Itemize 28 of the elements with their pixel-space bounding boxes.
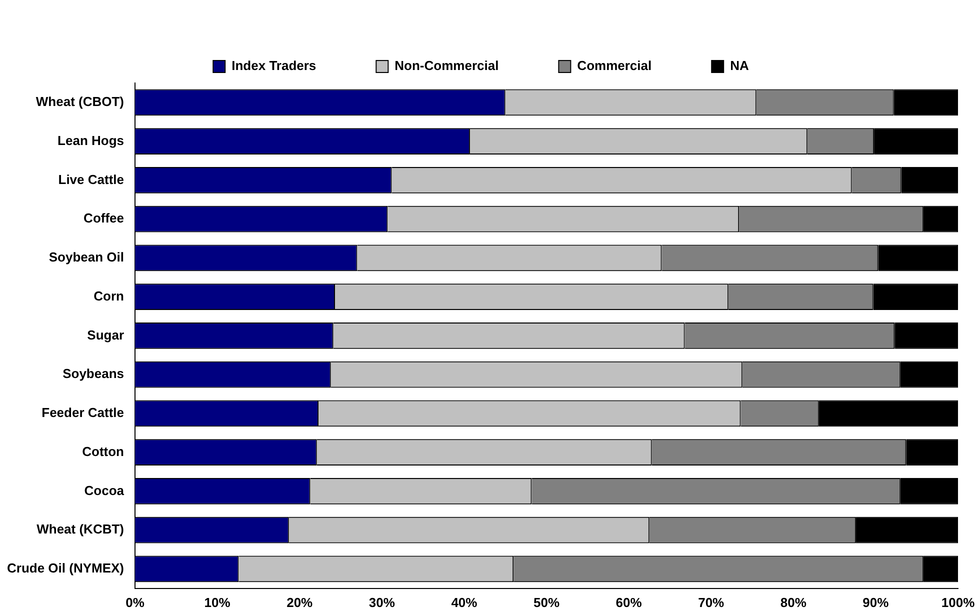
y-tick-label: Coffee (84, 210, 124, 226)
y-tick-label: Soybean Oil (48, 250, 124, 265)
x-tick-label: 20% (286, 594, 314, 610)
x-tick-label: 0% (126, 594, 145, 610)
x-tick-label: 60% (616, 594, 642, 610)
y-tick-label: Lean Hogs (58, 132, 124, 148)
y-tick-label: Crude Oil (NYMEX) (6, 560, 124, 576)
x-tick-label: 70% (698, 594, 725, 610)
x-tick-label: 50% (533, 594, 560, 610)
y-tick-label: Cotton (82, 444, 124, 459)
x-tick-label: 40% (451, 594, 478, 610)
x-tick-label: 90% (862, 594, 890, 610)
y-tick-label: Soybeans (62, 366, 124, 382)
y-tick-label: Sugar (87, 327, 124, 342)
legend-label: Index Traders (232, 58, 316, 74)
x-tick-label: 80% (780, 594, 807, 610)
x-tick-label: 30% (368, 594, 396, 610)
x-tick-label: 100% (941, 594, 976, 610)
y-tick-label: Wheat (CBOT) (36, 94, 124, 110)
y-tick-label: Corn (94, 288, 124, 304)
y-tick-label: Cocoa (84, 482, 125, 498)
y-tick-label: Wheat (KCBT) (36, 522, 124, 537)
x-tick-label: 10% (204, 594, 231, 610)
legend-label: Non-Commercial (394, 58, 499, 74)
legend-label: Commercial (577, 58, 652, 74)
legend-label: NA (730, 58, 750, 74)
y-tick-label: Live Cattle (58, 172, 124, 187)
y-tick-label: Feeder Cattle (42, 405, 124, 420)
